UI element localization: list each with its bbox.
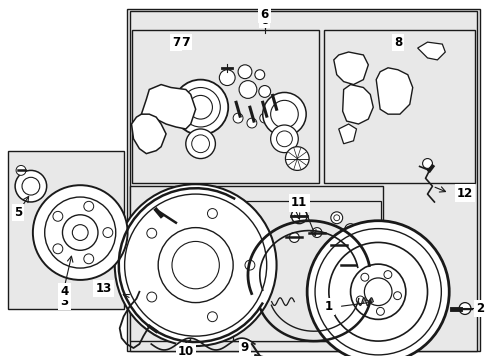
Circle shape <box>291 208 306 224</box>
Circle shape <box>83 201 94 211</box>
Text: 7: 7 <box>171 36 180 49</box>
Text: 5: 5 <box>14 206 22 219</box>
Bar <box>126 9 479 351</box>
Circle shape <box>233 113 243 123</box>
Polygon shape <box>417 42 445 60</box>
Circle shape <box>289 233 299 242</box>
Bar <box>129 186 382 341</box>
Circle shape <box>364 278 391 306</box>
Text: 8: 8 <box>393 36 401 49</box>
Circle shape <box>16 166 26 175</box>
Polygon shape <box>333 52 367 85</box>
Circle shape <box>124 194 266 336</box>
Text: 8: 8 <box>393 36 402 49</box>
Circle shape <box>83 254 94 264</box>
Circle shape <box>376 307 384 315</box>
Circle shape <box>330 212 342 224</box>
Text: 1: 1 <box>324 300 332 313</box>
Circle shape <box>276 131 292 147</box>
Circle shape <box>347 227 353 233</box>
Circle shape <box>72 225 88 240</box>
Circle shape <box>354 239 366 251</box>
Circle shape <box>254 70 264 80</box>
Polygon shape <box>338 124 356 144</box>
Circle shape <box>102 228 113 238</box>
Circle shape <box>394 88 401 95</box>
Circle shape <box>360 273 368 281</box>
Text: 10: 10 <box>177 346 194 359</box>
Circle shape <box>333 215 339 221</box>
Polygon shape <box>131 114 166 154</box>
Bar <box>8 151 123 309</box>
Text: 4: 4 <box>60 285 68 298</box>
Circle shape <box>270 125 298 153</box>
Text: 2: 2 <box>475 302 483 315</box>
Polygon shape <box>141 85 195 129</box>
Circle shape <box>244 260 254 270</box>
Circle shape <box>53 244 62 254</box>
Circle shape <box>393 292 401 300</box>
Circle shape <box>386 81 393 88</box>
Circle shape <box>285 147 308 170</box>
Circle shape <box>239 81 256 98</box>
Circle shape <box>328 242 427 341</box>
Circle shape <box>207 312 217 321</box>
Circle shape <box>207 208 217 219</box>
Circle shape <box>458 303 470 314</box>
Polygon shape <box>342 85 372 124</box>
Circle shape <box>356 296 364 304</box>
Circle shape <box>314 229 441 355</box>
Circle shape <box>44 197 116 268</box>
Bar <box>131 30 318 183</box>
Circle shape <box>22 177 40 195</box>
Circle shape <box>172 242 219 289</box>
Text: 13: 13 <box>95 282 112 295</box>
Circle shape <box>173 80 228 135</box>
Circle shape <box>344 224 356 235</box>
Circle shape <box>422 158 431 168</box>
Circle shape <box>311 228 321 238</box>
Circle shape <box>397 100 404 107</box>
Circle shape <box>343 260 353 270</box>
Circle shape <box>238 65 251 78</box>
Circle shape <box>259 113 269 123</box>
Circle shape <box>270 100 298 128</box>
Circle shape <box>262 93 305 136</box>
Circle shape <box>62 215 98 250</box>
Circle shape <box>384 96 391 103</box>
Circle shape <box>246 118 256 128</box>
Circle shape <box>191 135 209 153</box>
Text: 3: 3 <box>60 295 68 308</box>
Circle shape <box>53 211 62 221</box>
Circle shape <box>33 185 127 280</box>
Text: 11: 11 <box>290 197 307 210</box>
Circle shape <box>185 129 215 158</box>
Bar <box>323 30 474 183</box>
Circle shape <box>219 70 235 86</box>
Circle shape <box>181 87 220 127</box>
Circle shape <box>306 221 448 360</box>
Circle shape <box>258 86 270 98</box>
Circle shape <box>15 170 46 202</box>
Circle shape <box>115 184 276 346</box>
Text: 6: 6 <box>260 14 268 27</box>
Circle shape <box>146 292 156 302</box>
Circle shape <box>357 242 363 248</box>
Circle shape <box>188 95 212 119</box>
Polygon shape <box>375 68 412 114</box>
Bar <box>233 201 380 341</box>
Circle shape <box>158 228 233 303</box>
Circle shape <box>333 240 343 250</box>
Circle shape <box>348 95 356 103</box>
Bar <box>129 10 476 351</box>
Text: 12: 12 <box>456 186 472 199</box>
Circle shape <box>269 106 279 116</box>
Text: 7: 7 <box>181 36 190 49</box>
Circle shape <box>146 228 156 238</box>
Circle shape <box>350 264 405 319</box>
Circle shape <box>356 107 364 115</box>
Text: 9: 9 <box>241 342 248 355</box>
Text: 6: 6 <box>260 8 268 21</box>
Circle shape <box>383 271 391 279</box>
